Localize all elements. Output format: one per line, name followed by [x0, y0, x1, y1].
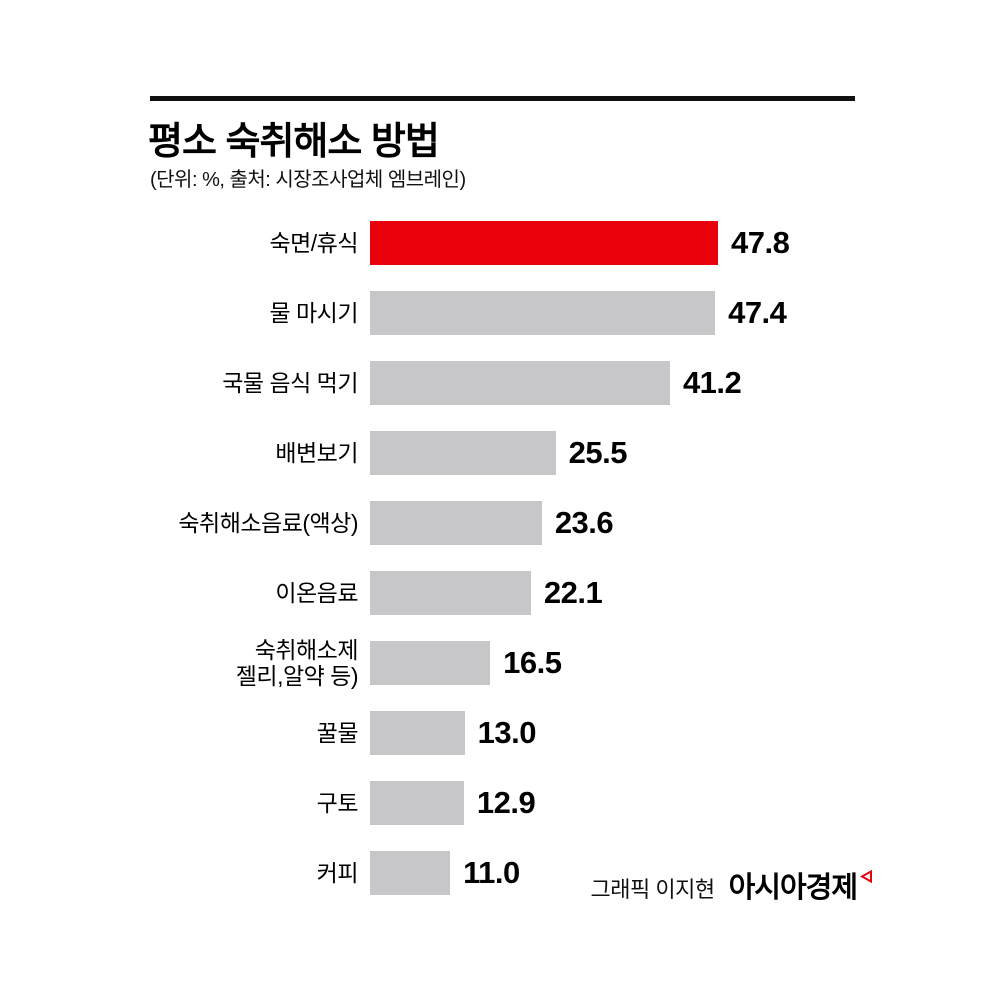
page-title: 평소 숙취해소 방법	[148, 121, 440, 163]
bar-row: 숙취해소제 젤리,알약 등) 16.5	[150, 628, 890, 698]
bar-row: 구토 12.9	[150, 768, 890, 838]
category-label: 구토	[316, 789, 359, 816]
value-label: 47.4	[728, 295, 787, 330]
value-label: 11.0	[463, 855, 520, 890]
bar-row: 국물 음식 먹기 41.2	[150, 348, 890, 418]
brand-text: 아시아경제	[728, 872, 858, 904]
bar	[370, 851, 451, 895]
category-label: 꿀물	[316, 719, 359, 746]
category-label: 물 마시기	[269, 299, 358, 326]
brand-logo: 아시아경제	[729, 864, 873, 906]
value-label: 23.6	[554, 505, 614, 540]
category-label: 커피	[316, 859, 359, 886]
bar-highlighted	[370, 221, 718, 265]
bar-row: 이온음료 22.1	[150, 558, 890, 628]
bar	[370, 641, 491, 685]
bar-row: 꿀물 13.0	[150, 698, 890, 768]
bar	[370, 291, 716, 335]
value-label: 12.9	[476, 785, 536, 820]
credit-line: 그래픽 이지현 아시아경제	[591, 864, 873, 906]
category-label: 숙면/휴식	[269, 229, 358, 256]
top-rule	[150, 96, 855, 101]
value-label: 22.1	[543, 575, 603, 610]
bar	[370, 501, 542, 545]
bar	[370, 711, 465, 755]
bar-row: 물 마시기 47.4	[150, 278, 890, 348]
bar-chart: 숙면/휴식 47.8 물 마시기 47.4 국물 음식 먹기 41.2 배변보기 25.5 숙취…	[150, 208, 890, 908]
category-label: 배변보기	[275, 439, 358, 466]
chart-subtitle: (단위: %, 출처: 시장조사업체 엠브레인)	[150, 169, 466, 191]
category-label: 국물 음식 먹기	[222, 369, 358, 396]
bar-row: 숙취해소음료(액상) 23.6	[150, 488, 890, 558]
bar-row: 배변보기 25.5	[150, 418, 890, 488]
brand-flag-icon	[859, 858, 873, 891]
value-label: 47.8	[731, 225, 790, 260]
bar	[370, 431, 556, 475]
credit-text: 그래픽 이지현	[590, 877, 716, 902]
bar	[370, 781, 464, 825]
category-label: 이온음료	[275, 579, 358, 606]
bar-row: 숙면/휴식 47.8	[150, 208, 890, 278]
value-label: 25.5	[568, 435, 628, 470]
bar-row: 커피 11.0	[150, 838, 890, 908]
bar	[370, 361, 670, 405]
category-label: 숙취해소제 젤리,알약 등)	[235, 636, 359, 689]
category-label: 숙취해소음료(액상)	[178, 509, 358, 536]
bar	[370, 571, 531, 615]
value-label: 41.2	[682, 365, 742, 400]
value-label: 16.5	[503, 645, 562, 680]
value-label: 13.0	[477, 715, 537, 750]
